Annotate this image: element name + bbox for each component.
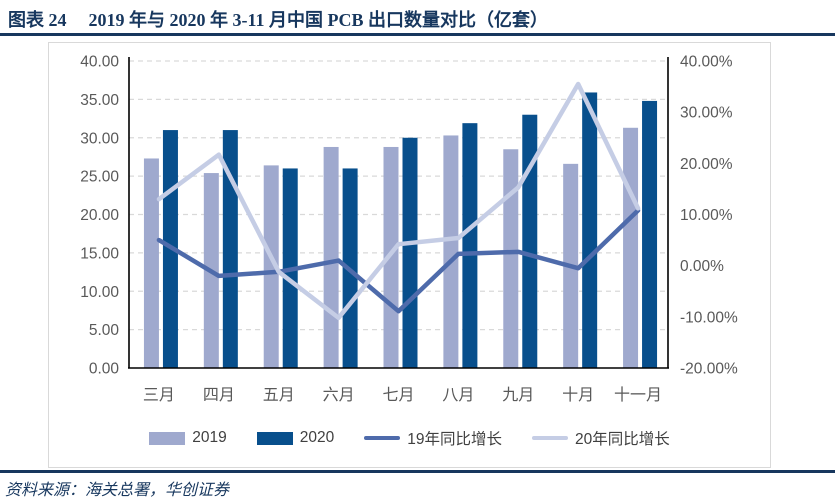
title-divider [0,33,835,36]
bar-2019-六月 [323,146,339,368]
bar-2019-三月 [143,158,159,368]
bar-2019-十一月 [623,127,639,369]
chart-legend: 2019 2020 19年同比增长 20年同比增长 [49,427,770,449]
legend-label: 2020 [299,429,335,446]
x-axis-label-五月: 五月 [263,387,295,404]
legend-item-20年同比增长: 20年同比增长 [531,427,670,449]
left-axis-tick-label: 15.00 [80,245,119,262]
bar-2019-九月 [503,149,519,368]
legend-item-2019: 2019 [149,429,227,447]
right-axis-tick-label: -20.00% [680,361,738,378]
x-axis-label-四月: 四月 [203,387,235,404]
left-axis-tick-label: 20.00 [80,207,119,224]
x-axis-label-六月: 六月 [323,386,355,404]
left-axis-tick-label: 30.00 [80,130,119,147]
bar-2019-五月 [263,165,279,368]
bar-2020-十月 [582,92,598,368]
left-axis-tick-label: 25.00 [80,169,119,186]
right-axis-tick-label: -10.00% [680,309,738,326]
legend-line-swatch-19年同比增长 [364,435,401,441]
legend-label: 2019 [192,429,227,446]
chart-container: 40.00 35.00 30.00 25.00 20.00 15.00 10.00 5.00 0… [48,42,771,468]
footer-divider [0,470,835,473]
legend-bar-swatch-2020 [256,431,293,445]
bar-2020-十一月 [642,100,658,368]
legend-line-swatch-20年同比增长 [531,435,568,441]
legend-item-2020: 2020 [256,429,335,447]
combo-chart: 40.00 35.00 30.00 25.00 20.00 15.00 10.00 5.00 0… [80,54,738,405]
right-axis-tick-label: 10.00% [680,207,733,224]
left-axis-tick-label: 40.00 [80,54,119,71]
legend-bar-swatch-2019 [149,431,186,445]
bar-2020-九月 [522,114,538,368]
x-axis-label-三月: 三月 [143,387,175,404]
left-axis-tick-label: 10.00 [80,284,119,301]
x-axis-label-七月: 七月 [382,386,414,404]
figure-label: 图表 24 [8,10,67,30]
line-19年同比增长 [156,208,641,314]
line-20年同比增长 [156,81,641,321]
line-series [156,81,641,321]
x-axis-label-九月: 九月 [502,386,534,404]
bar-2020-四月 [222,130,238,368]
x-axis-label-十月: 十月 [562,386,594,404]
axis-labels: 40.00 35.00 30.00 25.00 20.00 15.00 10.00 5.00 0… [80,54,738,405]
figure-title: 2019 年与 2020 年 3-11 月中国 PCB 出口数量对比（亿套） [88,10,549,30]
bar-2020-七月 [402,137,418,368]
right-axis-tick-label: 40.00% [680,54,733,71]
legend-label: 20年同比增长 [574,431,670,448]
bar-2020-八月 [462,123,478,368]
legend-item-19年同比增长: 19年同比增长 [364,427,502,449]
axes [128,57,669,369]
left-axis-tick-label: 35.00 [80,92,119,109]
source-note: 资料来源：海关总署，华创证券 [5,482,230,499]
right-axis-tick-label: 0.00% [680,258,724,275]
right-axis-tick-label: 20.00% [680,156,733,173]
bar-series [143,92,658,369]
bar-2019-七月 [383,146,399,368]
bar-2019-八月 [443,135,459,368]
chart-header: 图表 24 2019 年与 2020 年 3-11 月中国 PCB 出口数量对比（… [8,6,828,32]
left-axis-tick-label: 5.00 [89,322,120,339]
legend-label: 19年同比增长 [407,431,502,448]
left-axis-tick-label: 0.00 [89,361,120,378]
right-axis-tick-label: 30.00% [680,105,733,122]
x-axis-label-十一月: 十一月 [614,386,662,404]
x-axis-label-八月: 八月 [442,387,474,404]
